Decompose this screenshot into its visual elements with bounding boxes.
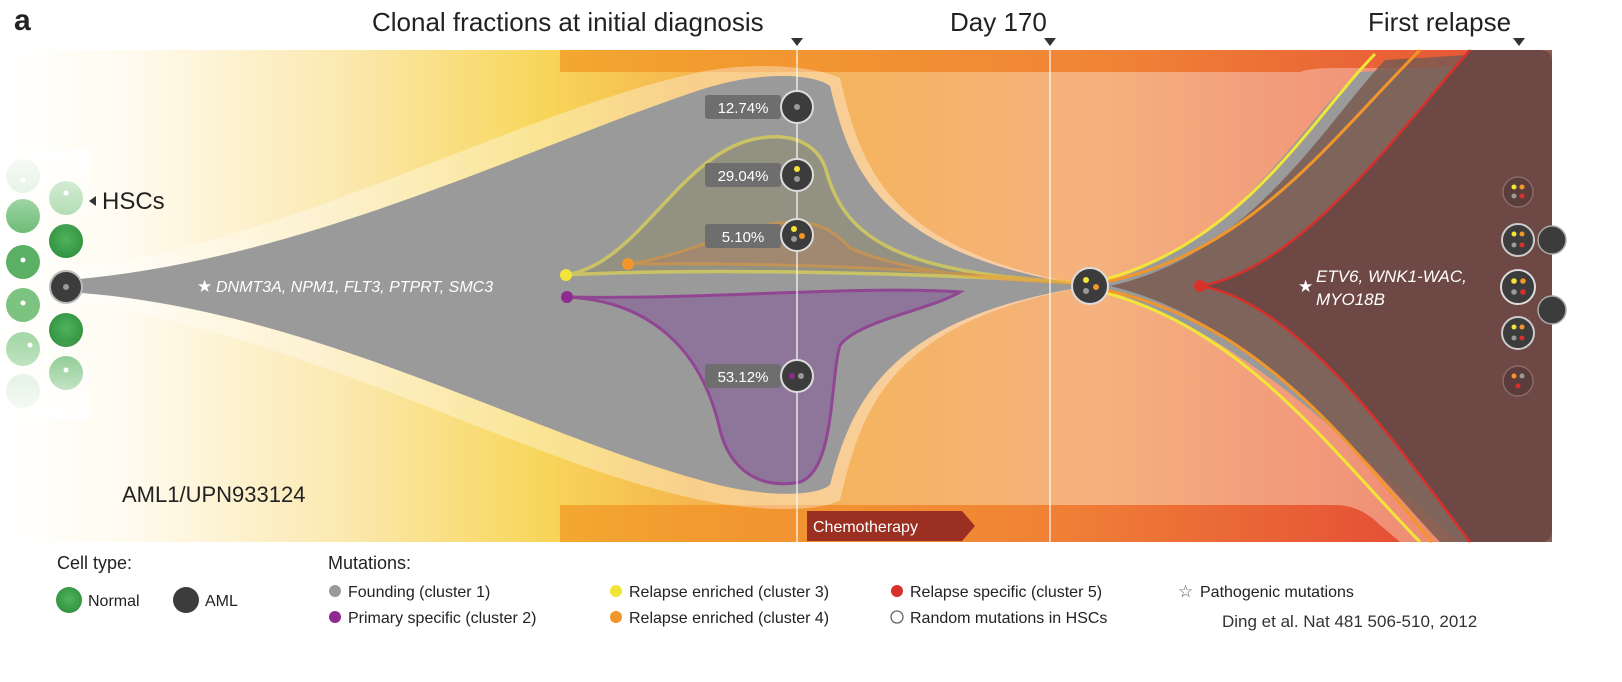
relapse-specific-band	[1200, 50, 1552, 542]
legend-normal-label: Normal	[88, 593, 140, 610]
relapse-cell	[1500, 269, 1536, 305]
relapse-star-icon: ★	[1298, 277, 1313, 296]
relapse-line-red-bottom	[1199, 284, 1471, 543]
founding-mutation-dot	[63, 284, 69, 290]
relapse-cell	[1501, 316, 1535, 350]
relapse-cell	[1501, 223, 1535, 257]
hsc-label: HSCs	[102, 188, 165, 215]
legend-founding-label: Founding (cluster 1)	[348, 584, 490, 601]
relapse-cell	[1502, 365, 1534, 397]
legend-pathogenic-label: Pathogenic mutations	[1200, 584, 1354, 601]
chemotherapy-label: Chemotherapy	[813, 519, 918, 536]
fraction-badge-bg	[705, 163, 781, 187]
relapse-mutations-line1: ETV6, WNK1-WAC,	[1316, 267, 1467, 286]
fraction-badge-bg	[705, 364, 781, 388]
clone-cell-cluster2	[780, 359, 814, 393]
mutation-dot-founding	[1083, 288, 1089, 294]
cluster5-origin-dot	[1194, 280, 1206, 292]
relapse-cell-partial	[1537, 225, 1567, 255]
hsc-pointer-icon	[89, 196, 96, 206]
relapse-marker-icon	[1513, 38, 1525, 46]
legend-aml-cell-icon	[173, 587, 199, 613]
fraction-badge-cluster3: 29.04%	[705, 158, 814, 192]
relapse-line-yellow-top	[1089, 52, 1377, 285]
mutation-dot-relapse3	[791, 226, 797, 232]
bottom-band	[560, 505, 1400, 542]
legend-cell-type: Cell type: Normal AML	[56, 553, 238, 613]
clone-cell-cluster3	[780, 158, 814, 192]
fraction-value: 12.74%	[718, 100, 769, 117]
legend-relapse3-dot	[610, 585, 622, 597]
cluster4-origin-dot	[622, 258, 634, 270]
relapse-cell-partial	[1537, 295, 1567, 325]
relapse-line-orange-top	[1099, 48, 1422, 285]
legend-pathogenic-star-icon: ☆	[1178, 582, 1193, 601]
legend-random-label: Random mutations in HSCs	[910, 610, 1107, 627]
mutation-dot-founding	[794, 176, 800, 182]
cluster2-origin-dot	[561, 291, 573, 303]
founding-star-icon: ★	[197, 277, 212, 296]
legend-mutations: Mutations: Founding (cluster 1) Primary …	[328, 553, 1354, 627]
mutation-dot-relapse3	[1083, 277, 1089, 283]
founding-mutations-text: DNMT3A, NPM1, FLT3, PTPRT, SMC3	[216, 279, 493, 296]
legend-mutations-title: Mutations:	[328, 553, 411, 573]
fraction-badge-cluster4: 5.10%	[705, 218, 814, 252]
mutation-dot-relapse4	[799, 233, 805, 239]
legend-primary-dot	[329, 611, 341, 623]
top-band	[560, 50, 1552, 72]
mutation-dot-founding	[791, 236, 797, 242]
mutation-dot-primary	[789, 373, 795, 379]
mutation-dot-relapse4	[1093, 284, 1099, 290]
cluster3-origin-dot	[560, 269, 572, 281]
fraction-value: 29.04%	[718, 168, 769, 185]
citation: Ding et al. Nat 481 506-510, 2012	[1222, 612, 1477, 631]
timepoint-day170-label: Day 170	[950, 7, 1047, 37]
fraction-badge-bg	[705, 95, 781, 119]
relapse-cell	[1502, 176, 1534, 208]
chemotherapy-arrow	[807, 511, 975, 541]
day170-cell	[1071, 267, 1109, 305]
fraction-badge-cluster1: 12.74%	[705, 90, 814, 124]
legend-relapse5-dot	[891, 585, 903, 597]
fraction-badge-bg	[705, 224, 781, 248]
fraction-badge-cluster2: 53.12%	[705, 359, 814, 393]
relapse-cells-column	[1500, 160, 1567, 420]
mutation-dot-founding	[798, 373, 804, 379]
relapse-line-orange-bottom	[1099, 287, 1434, 543]
legend-aml-label: AML	[205, 593, 238, 610]
panel-label: a	[14, 4, 31, 37]
patient-id: AML1/UPN933124	[122, 482, 305, 507]
legend-founding-dot	[329, 585, 341, 597]
legend-relapse4-label: Relapse enriched (cluster 4)	[629, 610, 829, 627]
timepoint-relapse-label: First relapse	[1368, 7, 1511, 37]
legend-primary-label: Primary specific (cluster 2)	[348, 610, 536, 627]
diagnosis-marker-icon	[791, 38, 803, 46]
relapse-mutations-line2: MYO18B	[1316, 290, 1385, 309]
day170-marker-icon	[1044, 38, 1056, 46]
clone-cell-cluster4	[780, 218, 814, 252]
mutation-dot-founding	[794, 104, 800, 110]
legend-random-dot	[890, 610, 904, 624]
legend-relapse4-dot	[610, 611, 622, 623]
timepoint-diagnosis-label: Clonal fractions at initial diagnosis	[372, 7, 764, 37]
fraction-value: 53.12%	[718, 369, 769, 386]
relapse-line-yellow-bottom	[1089, 287, 1422, 544]
fraction-value: 5.10%	[722, 229, 765, 246]
relapse-line-red-top	[1199, 49, 1471, 288]
mutation-dot-relapse3	[794, 166, 800, 172]
legend-normal-cell-icon	[56, 587, 82, 613]
legend-relapse5-label: Relapse specific (cluster 5)	[910, 584, 1102, 601]
legend-relapse3-label: Relapse enriched (cluster 3)	[629, 584, 829, 601]
legend-cell-type-title: Cell type:	[57, 553, 132, 573]
